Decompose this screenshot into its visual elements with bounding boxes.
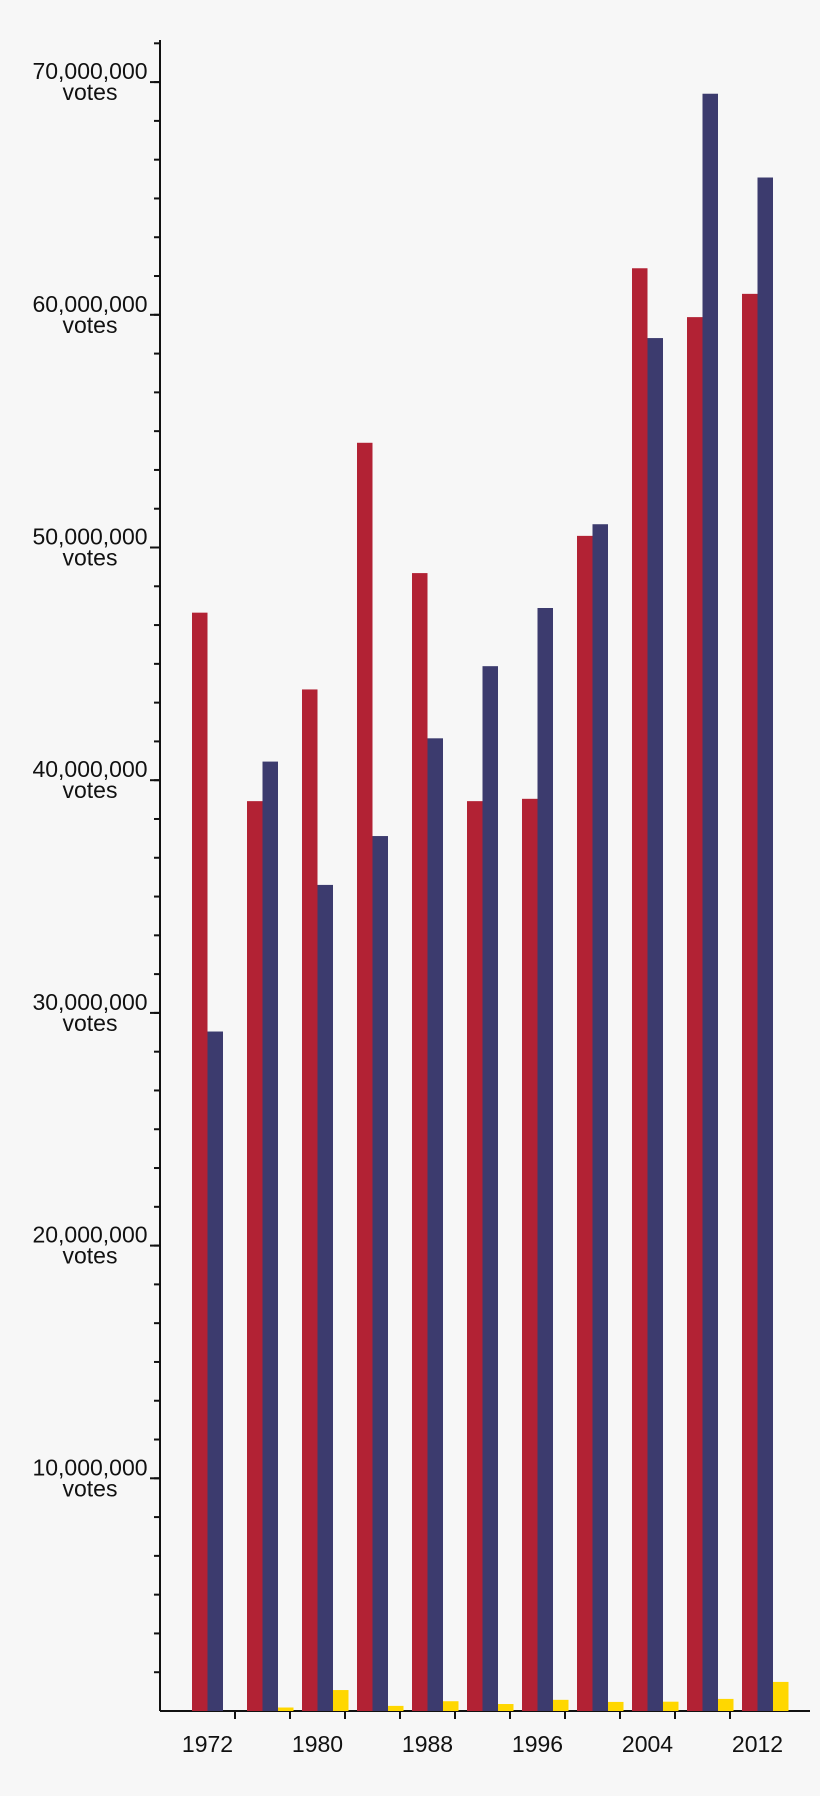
bar-1996-series-2: [537, 608, 553, 1712]
bar-1980-series-1: [302, 689, 318, 1711]
y-tick-unit: votes: [63, 312, 118, 338]
bar-1984-series-1: [357, 442, 373, 1711]
x-tick-label: 1972: [182, 1731, 233, 1757]
bar-1976-series-1: [247, 801, 263, 1711]
bar-2008-series-1: [687, 317, 703, 1712]
x-tick-label: 1988: [402, 1731, 453, 1757]
bar-2000-series-1: [577, 535, 593, 1711]
y-tick-unit: votes: [63, 1475, 118, 1501]
x-tick-label: 2004: [622, 1731, 673, 1757]
bar-1976-series-2: [262, 761, 278, 1711]
y-axis: 10,000,000votes20,000,000votes30,000,000…: [32, 40, 161, 1711]
x-axis: 1972 1980 1988 1996 2004 2012: [160, 1710, 810, 1757]
bars: [192, 93, 789, 1712]
y-tick-label: 10,000,000: [32, 1454, 147, 1480]
bar-2004-series-2: [647, 338, 663, 1711]
y-tick-unit: votes: [63, 545, 118, 571]
y-tick-unit: votes: [63, 777, 118, 803]
y-tick-label: 20,000,000: [32, 1222, 147, 1248]
x-tick-label: 2012: [732, 1731, 783, 1757]
bar-1976-series-3: [278, 1707, 294, 1711]
bar-2008-series-2: [702, 93, 718, 1712]
x-tick-label: 1996: [512, 1731, 563, 1757]
bar-1988-series-1: [412, 573, 428, 1712]
y-tick-label: 70,000,000: [32, 58, 147, 84]
bar-1996-series-1: [522, 798, 538, 1711]
bar-1988-series-2: [427, 738, 443, 1711]
bar-1992-series-3: [498, 1704, 514, 1711]
bar-2000-series-3: [608, 1701, 624, 1711]
bar-2012-series-2: [757, 177, 773, 1712]
y-tick-label: 60,000,000: [32, 291, 147, 317]
y-tick-unit: votes: [63, 1243, 118, 1269]
bar-1996-series-3: [553, 1699, 569, 1711]
bar-1988-series-3: [443, 1701, 459, 1711]
bar-1992-series-1: [467, 801, 483, 1711]
bar-1992-series-2: [482, 666, 498, 1711]
y-tick-label: 50,000,000: [32, 524, 147, 550]
bar-2012-series-1: [742, 293, 758, 1712]
bar-2012-series-3: [773, 1681, 789, 1711]
bar-1984-series-3: [388, 1705, 404, 1711]
bar-2000-series-2: [592, 524, 608, 1711]
bar-2004-series-1: [632, 268, 648, 1711]
bar-2008-series-3: [718, 1698, 734, 1711]
y-tick-unit: votes: [63, 1010, 118, 1036]
y-tick-unit: votes: [63, 79, 118, 105]
bar-1972-series-1: [192, 612, 208, 1711]
y-tick-label: 40,000,000: [32, 756, 147, 782]
bar-2004-series-3: [663, 1701, 679, 1711]
bar-1980-series-2: [317, 884, 333, 1711]
x-tick-label: 1980: [292, 1731, 343, 1757]
y-tick-label: 30,000,000: [32, 989, 147, 1015]
bar-1980-series-3: [333, 1690, 349, 1711]
bar-1984-series-2: [372, 836, 388, 1711]
bar-1972-series-2: [207, 1031, 223, 1711]
